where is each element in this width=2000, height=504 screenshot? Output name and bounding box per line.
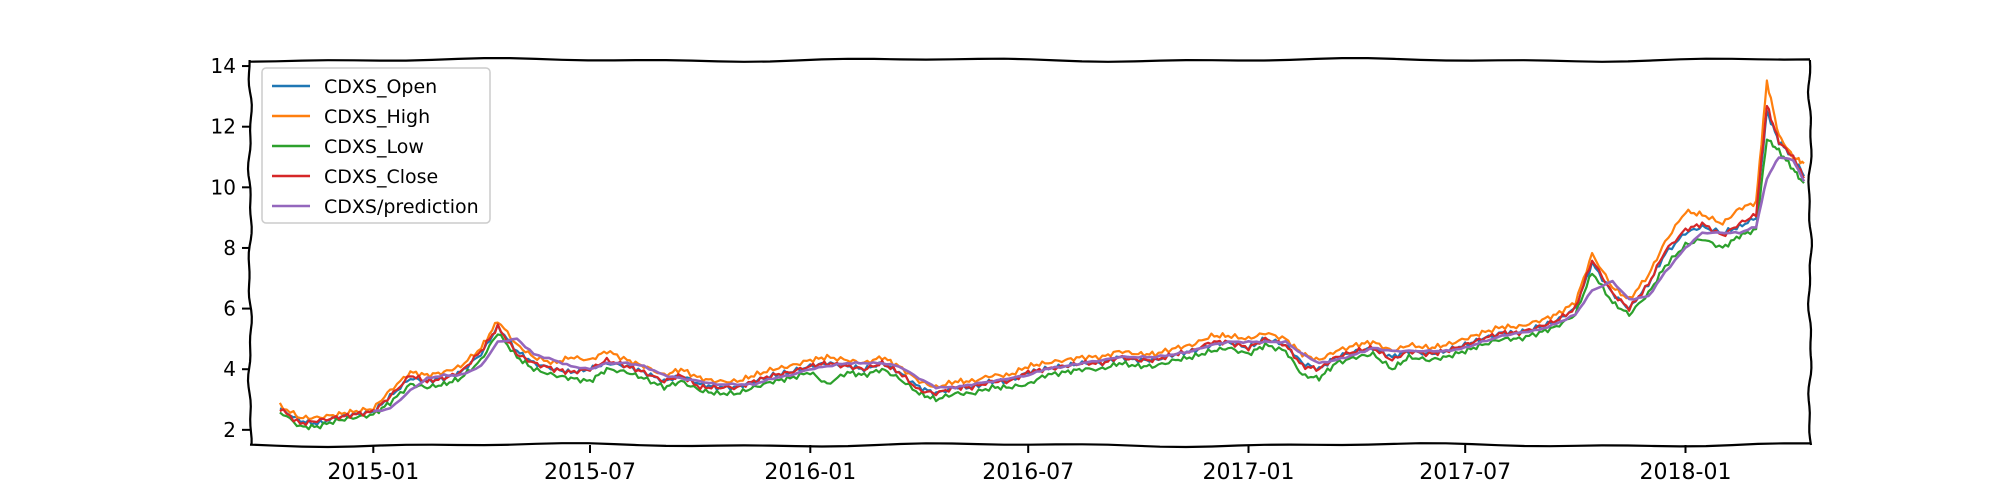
x-tick-label: 2015-01	[327, 460, 419, 485]
legend-label: CDXS_Open	[324, 76, 437, 98]
y-tick-label: 12	[211, 115, 236, 139]
x-tick-label: 2017-01	[1203, 460, 1295, 485]
legend-label: CDXS_High	[324, 106, 430, 128]
series-line-cdxs-close	[279, 104, 1805, 426]
legend-label: CDXS_Low	[324, 136, 424, 158]
x-tick-label: 2016-01	[764, 460, 856, 485]
y-tick-label: 8	[223, 236, 236, 260]
y-tick-label: 2	[223, 418, 236, 442]
plot-frame	[246, 57, 1814, 449]
legend: CDXS_Open CDXS_High CDXS_Low CDXS_Close CDXS…	[261, 67, 491, 224]
y-tick-label: 6	[223, 297, 236, 321]
x-tick-label: 2016-07	[982, 460, 1074, 485]
y-tick-label: 4	[223, 357, 236, 381]
legend-label: CDXS/prediction	[324, 196, 479, 218]
series-line-cdxs-low	[279, 138, 1805, 431]
series-line-cdxs-prediction	[372, 156, 1806, 413]
legend-box	[261, 67, 491, 224]
axis-layer: 2 4 6 8 10 12 14 2015-01 2015-07 2016-01 2016-07 20…	[211, 54, 1732, 485]
series-layer	[278, 79, 1806, 431]
series-line-cdxs-high	[278, 79, 1805, 420]
x-tick-label: 2015-07	[544, 460, 636, 485]
y-tick-label: 14	[211, 54, 236, 78]
x-tick-label: 2018-01	[1640, 460, 1732, 485]
x-tick-label: 2017-07	[1419, 460, 1511, 485]
legend-label: CDXS_Close	[324, 166, 438, 188]
y-tick-label: 10	[211, 175, 236, 199]
